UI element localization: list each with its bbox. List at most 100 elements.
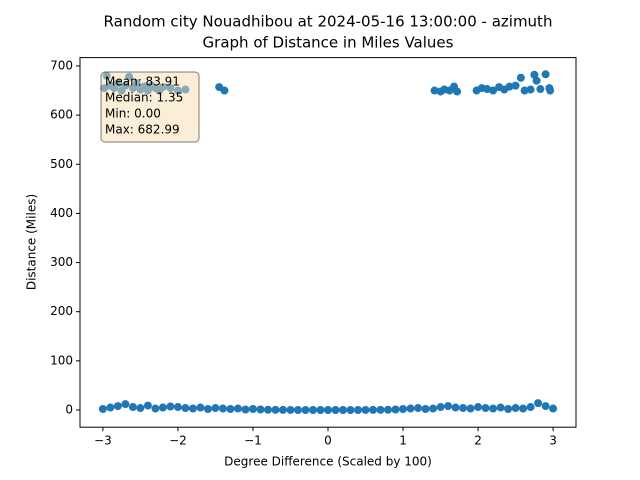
stats-line: Max: 682.99 [105, 123, 180, 137]
x-tick-label: −2 [169, 434, 187, 448]
stats-line: Mean: 83.91 [105, 75, 180, 89]
point [143, 401, 152, 410]
point [444, 402, 453, 411]
y-axis-label: Distance (Miles) [25, 194, 39, 290]
point [316, 405, 325, 414]
y-tick-label: 300 [50, 255, 73, 269]
stats-line: Min: 0.00 [105, 107, 161, 121]
point [220, 86, 229, 95]
chart-subtitle: Graph of Distance in Miles Values [203, 34, 454, 52]
point [526, 403, 535, 412]
stats-box [100, 71, 200, 143]
point [376, 405, 385, 414]
point [151, 404, 160, 413]
point [483, 85, 492, 94]
point [241, 405, 250, 414]
point [406, 404, 415, 413]
point [361, 405, 370, 414]
point [536, 85, 545, 94]
point [166, 402, 175, 411]
point [534, 399, 543, 408]
point [293, 405, 302, 414]
point [474, 403, 483, 412]
point [136, 404, 145, 413]
point [519, 404, 528, 413]
point [248, 405, 257, 414]
point [121, 400, 130, 409]
point [226, 405, 235, 414]
y-tick-label: 0 [65, 402, 73, 416]
point [196, 403, 205, 412]
x-axis-label: Degree Difference (Scaled by 100) [224, 455, 432, 469]
point [516, 73, 525, 82]
point [263, 405, 272, 414]
point [128, 403, 137, 412]
point [421, 405, 430, 414]
point [453, 87, 462, 96]
point [181, 404, 190, 413]
point [278, 405, 287, 414]
point [256, 405, 265, 414]
point [466, 404, 475, 413]
x-tick-label: 1 [399, 434, 407, 448]
point [541, 70, 550, 79]
point [113, 402, 122, 411]
point [384, 405, 393, 414]
point [233, 404, 242, 413]
x-tick-label: −1 [244, 434, 262, 448]
point [481, 404, 490, 413]
point [489, 86, 498, 95]
stats-line: Median: 1.35 [105, 91, 183, 105]
point [504, 405, 513, 414]
point [459, 404, 468, 413]
point [271, 405, 280, 414]
point [546, 86, 555, 95]
x-tick-label: 3 [549, 434, 557, 448]
point [188, 404, 197, 413]
point [526, 85, 535, 94]
chart-title: Random city Nouadhibou at 2024-05-16 13:… [104, 13, 553, 31]
point [286, 405, 295, 414]
y-tick-label: 700 [50, 58, 73, 72]
point [429, 404, 438, 413]
x-tick-label: −3 [94, 434, 112, 448]
point [106, 403, 115, 412]
y-tick-label: 600 [50, 108, 73, 122]
point [308, 405, 317, 414]
point [511, 404, 520, 413]
y-tick-label: 100 [50, 353, 73, 367]
point [354, 405, 363, 414]
point [511, 81, 520, 90]
point [301, 405, 310, 414]
x-tick-label: 0 [324, 434, 332, 448]
point [430, 86, 439, 95]
point [505, 82, 514, 91]
point [203, 405, 212, 414]
point [489, 404, 498, 413]
axes-frame [79, 57, 577, 428]
point [436, 403, 445, 412]
point [369, 405, 378, 414]
y-tick-label: 200 [50, 304, 73, 318]
point [158, 403, 167, 412]
point [451, 403, 460, 412]
point [331, 405, 340, 414]
point [211, 404, 220, 413]
y-tick-label: 400 [50, 206, 73, 220]
point [549, 404, 558, 413]
point [532, 76, 541, 85]
point [218, 404, 227, 413]
point [414, 404, 423, 413]
point [520, 86, 529, 95]
point [98, 405, 107, 414]
point [391, 405, 400, 414]
point [496, 403, 505, 412]
point [346, 405, 355, 414]
point [339, 405, 348, 414]
point [324, 405, 332, 414]
x-tick-label: 2 [474, 434, 482, 448]
y-tick-label: 500 [50, 157, 73, 171]
point [541, 402, 550, 411]
point [399, 405, 408, 414]
